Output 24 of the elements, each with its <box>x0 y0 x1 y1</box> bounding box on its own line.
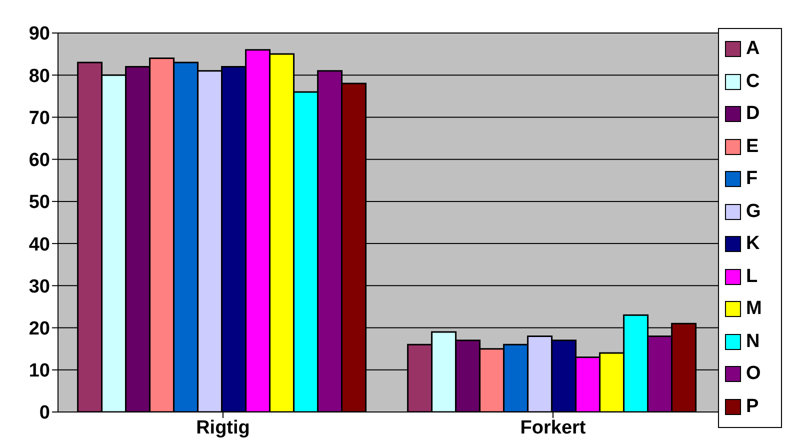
legend-label: K <box>746 233 760 256</box>
y-tick-label: 30 <box>28 276 50 298</box>
y-tick-label: 90 <box>28 24 50 45</box>
y-tick-label: 40 <box>28 234 50 256</box>
legend-label: D <box>746 103 760 126</box>
y-tick-label: 20 <box>28 318 50 340</box>
legend-label: P <box>746 396 759 418</box>
y-tick-label: 60 <box>28 150 50 172</box>
x-tick-label: Forkert <box>520 417 586 438</box>
legend-label: M <box>746 298 762 320</box>
legend-label: N <box>746 330 760 353</box>
legend-label: E <box>746 136 759 158</box>
legend-label: L <box>746 266 758 288</box>
y-tick-label: 10 <box>28 360 50 382</box>
legend-label: G <box>746 200 761 223</box>
y-tick-label: 70 <box>28 108 50 129</box>
legend-label: A <box>746 38 760 60</box>
y-tick-label: 80 <box>28 66 50 87</box>
legend-label: F <box>746 168 758 190</box>
y-tick-label: 50 <box>28 192 50 214</box>
y-tick-label: 0 <box>39 402 50 424</box>
legend-label: O <box>746 363 761 386</box>
x-tick-label: Rigtig <box>196 417 250 438</box>
legend-label: C <box>746 70 760 93</box>
